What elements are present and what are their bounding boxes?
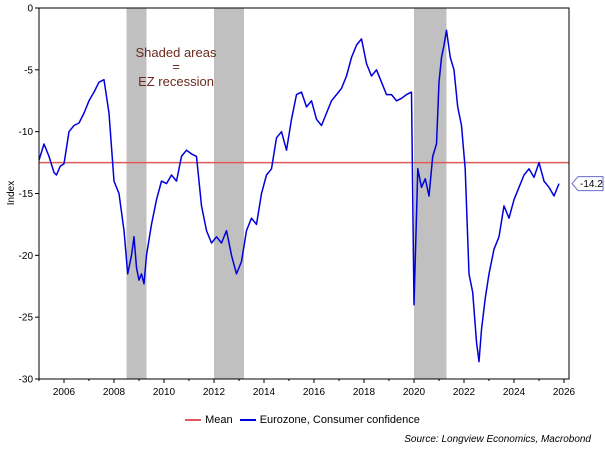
annotation-line-3: EZ recession [138,74,214,89]
series-group [38,29,560,363]
x-tick-label-2006: 2006 [53,387,76,398]
legend-label-consumer-confidence: Eurozone, Consumer confidence [259,414,420,426]
y-tick-label--10: -10 [19,127,34,138]
last-value-badge: -14.2 [571,176,604,192]
x-tick-label-2014: 2014 [253,387,276,398]
last-value-badge-shape [571,176,604,192]
annotation-line-1: Shaded areas [136,45,217,60]
legend-item-consumer-confidence: Eurozone, Consumer confidence [239,414,420,426]
series-line-consumer-confidence [38,29,560,363]
y-tick-label--25: -25 [19,313,34,324]
recession-band-1 [126,8,147,379]
source-note: Source: Longview Economics, Macrobond [404,434,591,445]
recession-bands [126,8,447,379]
x-tick-label-2018: 2018 [353,387,376,398]
x-tick-label-2022: 2022 [453,387,476,398]
annotation-line-2: = [172,59,180,74]
y-tick-label-0: 0 [27,4,33,15]
y-axis: 0 -5 -10 -15 -20 -25 -30 [19,4,39,386]
x-tick-label-2026: 2026 [553,387,576,398]
legend-swatch-consumer-confidence [239,419,256,421]
recession-band-3 [414,8,447,379]
x-axis: 2006 2008 2010 2012 2014 2016 2018 2020 2022 2024… [38,379,576,398]
legend: Mean Eurozone, Consumer confidence [0,412,605,426]
y-tick-label--30: -30 [19,375,34,386]
y-tick-label--20: -20 [19,251,34,262]
x-tick-label-2024: 2024 [503,387,526,398]
legend-label-mean: Mean [205,414,233,426]
recession-annotation: Shaded areas = EZ recession [136,45,217,89]
x-tick-label-2008: 2008 [103,387,126,398]
last-value-label: -14.2 [580,179,603,190]
recession-band-2 [214,8,244,379]
x-tick-label-2010: 2010 [153,387,176,398]
y-tick-label--5: -5 [24,65,33,76]
x-tick-label-2012: 2012 [203,387,226,398]
x-tick-label-2020: 2020 [403,387,426,398]
y-axis-title: Index [6,181,17,205]
legend-item-mean: Mean [185,414,233,426]
y-tick-label--15: -15 [19,189,34,200]
legend-swatch-mean [185,419,202,421]
x-tick-label-2016: 2016 [303,387,326,398]
